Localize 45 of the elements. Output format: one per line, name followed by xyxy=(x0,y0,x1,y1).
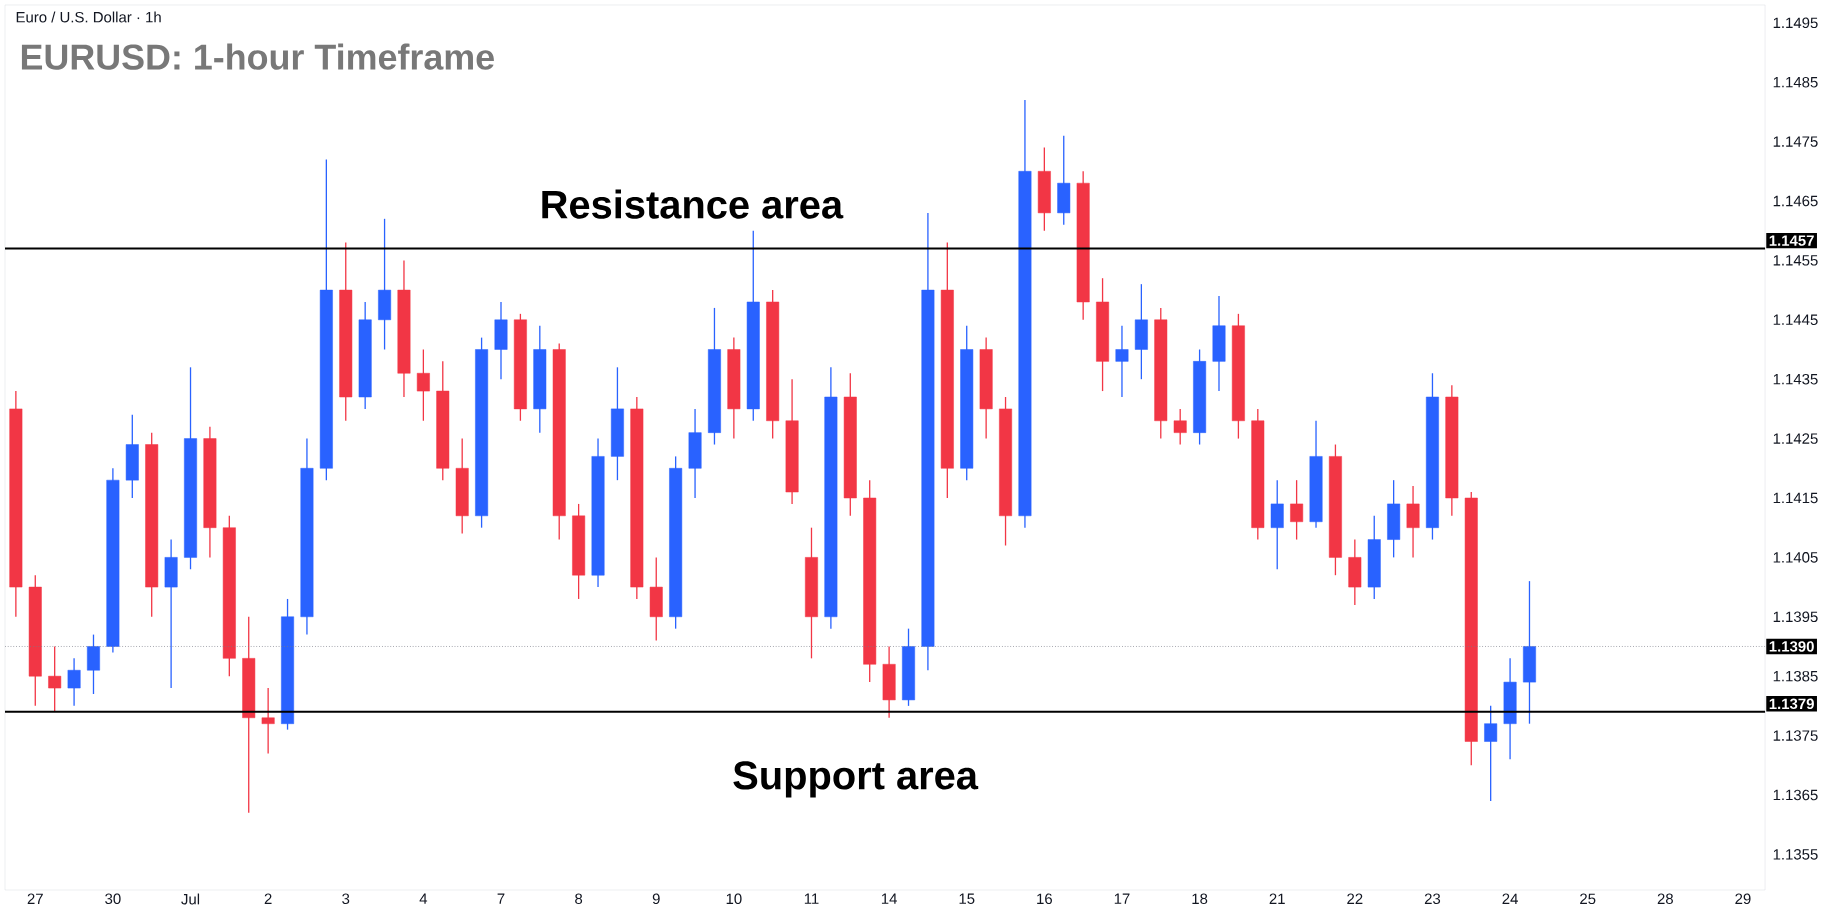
ref-line-label: 1.1379 xyxy=(1769,698,1814,710)
x-tick-label: 8 xyxy=(575,893,583,905)
y-tick-label: 1.1355 xyxy=(1773,849,1818,860)
x-tick-label: 17 xyxy=(1114,893,1130,904)
x-tick-label: 23 xyxy=(1424,893,1441,905)
x-tick-label: 14 xyxy=(881,893,897,904)
y-tick-label: 1.1385 xyxy=(1773,670,1818,682)
x-tick-label: 4 xyxy=(419,893,428,904)
x-tick-label: 27 xyxy=(27,893,43,904)
y-tick-label: 1.1435 xyxy=(1773,373,1818,385)
x-tick-label: 28 xyxy=(1657,893,1673,905)
x-tick-label: 18 xyxy=(1192,893,1208,905)
x-tick-label: 24 xyxy=(1502,893,1518,904)
x-tick-label: Jul xyxy=(181,893,200,905)
x-tick-label: 7 xyxy=(497,893,505,904)
chart-subtitle: Euro / U.S. Dollar · 1h xyxy=(16,11,161,23)
x-tick-label: 30 xyxy=(105,893,121,905)
y-tick-label: 1.1475 xyxy=(1773,136,1818,147)
y-tick-label: 1.1375 xyxy=(1773,730,1818,741)
x-tick-label: 21 xyxy=(1269,893,1285,904)
x-tick-label: 11 xyxy=(804,893,819,904)
y-tick-label: 1.1395 xyxy=(1773,611,1818,623)
y-tick-label: 1.1445 xyxy=(1773,314,1818,325)
annotation: Resistance area xyxy=(542,189,844,219)
y-tick-label: 1.1425 xyxy=(1773,433,1818,444)
y-tick-label: 1.1415 xyxy=(1773,492,1818,504)
x-tick-label: 25 xyxy=(1580,893,1596,905)
y-tick-label: 1.1405 xyxy=(1773,552,1818,563)
annotation: Support area xyxy=(733,761,979,798)
x-tick-label: 9 xyxy=(652,893,660,905)
ref-line-label: 1.1457 xyxy=(1769,235,1814,246)
x-tick-label: 22 xyxy=(1347,893,1363,904)
y-tick-label: 1.1465 xyxy=(1773,195,1818,207)
x-tick-label: 16 xyxy=(1037,893,1052,905)
x-tick-label: 2 xyxy=(264,893,272,904)
text: EURUSD: 1-hour Timeframe xyxy=(21,43,494,70)
y-tick-label: 1.1495 xyxy=(1773,17,1818,29)
x-tick-label: 15 xyxy=(959,893,975,904)
ref-line-label: 1.1390 xyxy=(1769,641,1814,652)
y-tick-label: 1.1455 xyxy=(1773,255,1818,266)
x-tick-label: 29 xyxy=(1735,893,1751,905)
y-tick-label: 1.1485 xyxy=(1773,76,1818,88)
x-tick-label: 10 xyxy=(726,893,742,905)
x-tick-label: 3 xyxy=(342,893,350,905)
y-tick-label: 1.1365 xyxy=(1773,789,1818,801)
